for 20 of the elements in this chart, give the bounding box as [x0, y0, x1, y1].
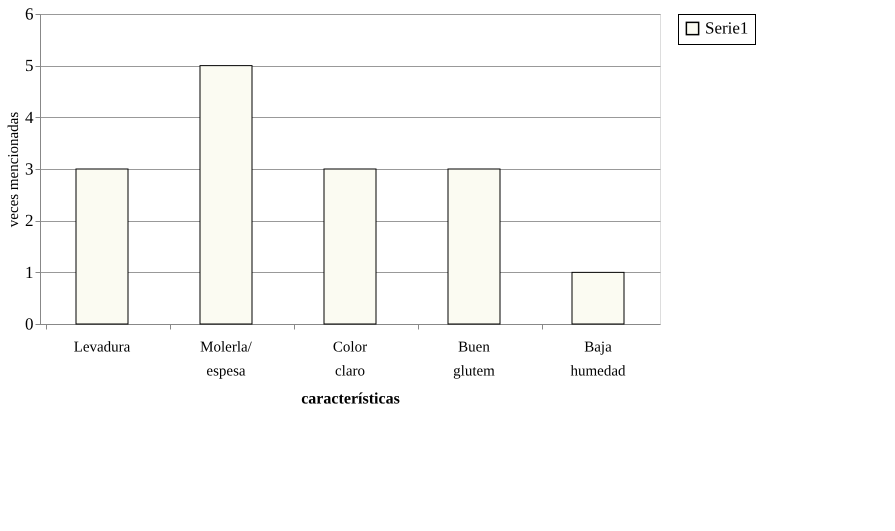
y-tick-label: 6: [25, 4, 34, 24]
y-axis-title: veces mencionadas: [6, 112, 22, 228]
x-tick-label: Levadura: [74, 340, 131, 356]
legend-label: Serie1: [705, 18, 748, 38]
y-tick-label: 4: [25, 108, 34, 127]
x-tick-label: Baja humedad: [570, 340, 626, 380]
x-tick-label: Color claro: [332, 340, 368, 380]
x-tick-label: Molerla/ espesa: [200, 340, 253, 380]
bar: [572, 272, 624, 324]
x-tick-label: Buen glutem: [453, 340, 496, 380]
y-tick-label: 1: [25, 262, 34, 282]
bar: [76, 168, 128, 324]
x-axis-title: características: [301, 390, 400, 408]
y-tick-label: 5: [25, 56, 34, 76]
bar: [448, 168, 500, 324]
y-tick-label: 2: [25, 211, 34, 230]
y-tick-label: 0: [25, 314, 34, 334]
bar: [200, 65, 252, 324]
bar: [324, 168, 376, 324]
y-tick-label: 3: [25, 160, 34, 178]
